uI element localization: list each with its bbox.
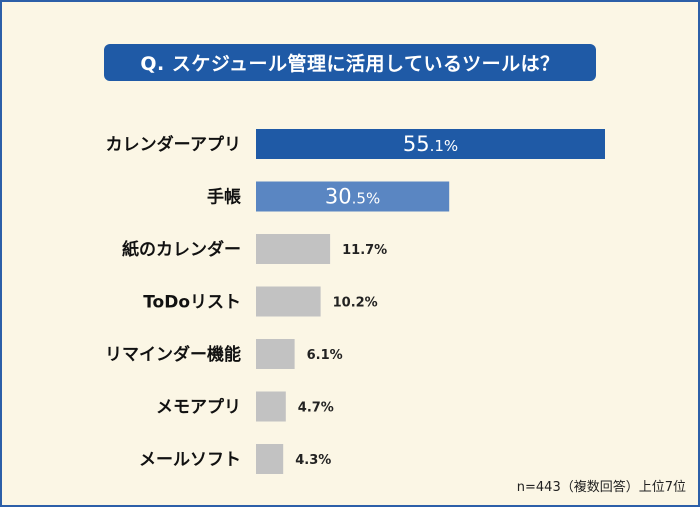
category-label: 紙のカレンダー <box>122 239 241 260</box>
bar <box>256 444 284 474</box>
value-label: 11.7% <box>342 243 387 258</box>
value-label: 6.1% <box>307 348 343 363</box>
value-decimal: .5% <box>352 190 381 208</box>
value-decimal: .1% <box>316 348 343 363</box>
value-label: 30.5% <box>325 185 380 209</box>
value-decimal: .1% <box>430 137 459 155</box>
value-label: 55.1% <box>403 132 458 156</box>
value-label: 4.3% <box>295 453 331 468</box>
category-label: カレンダーアプリ <box>106 134 241 155</box>
value-integer: 4 <box>295 453 304 468</box>
bar <box>256 339 295 369</box>
value-integer: 11 <box>342 243 360 258</box>
bar <box>256 286 321 317</box>
category-label: ToDoリスト <box>143 293 241 313</box>
value-integer: 10 <box>333 296 351 311</box>
category-label: メールソフト <box>139 450 241 470</box>
value-integer: 6 <box>307 348 316 363</box>
value-decimal: .7% <box>360 243 387 258</box>
value-integer: 4 <box>298 401 307 416</box>
value-label: 10.2% <box>333 296 378 311</box>
bar <box>256 391 286 422</box>
category-label: リマインダー機能 <box>105 344 241 365</box>
chart-title: Q. スケジュール管理に活用しているツールは？ <box>104 44 596 81</box>
value-integer: 30 <box>325 185 352 209</box>
value-label: 4.7% <box>298 401 334 416</box>
category-label: メモアプリ <box>156 397 241 418</box>
value-decimal: .7% <box>307 401 334 416</box>
bar <box>256 181 450 212</box>
bar <box>256 234 331 264</box>
value-integer: 55 <box>403 132 430 156</box>
sample-size-footnote: n=443（複数回答）上位7位 <box>516 480 686 495</box>
category-label: 手帳 <box>207 187 241 208</box>
value-decimal: .3% <box>304 453 331 468</box>
value-decimal: .2% <box>351 296 378 311</box>
bar <box>256 129 605 159</box>
